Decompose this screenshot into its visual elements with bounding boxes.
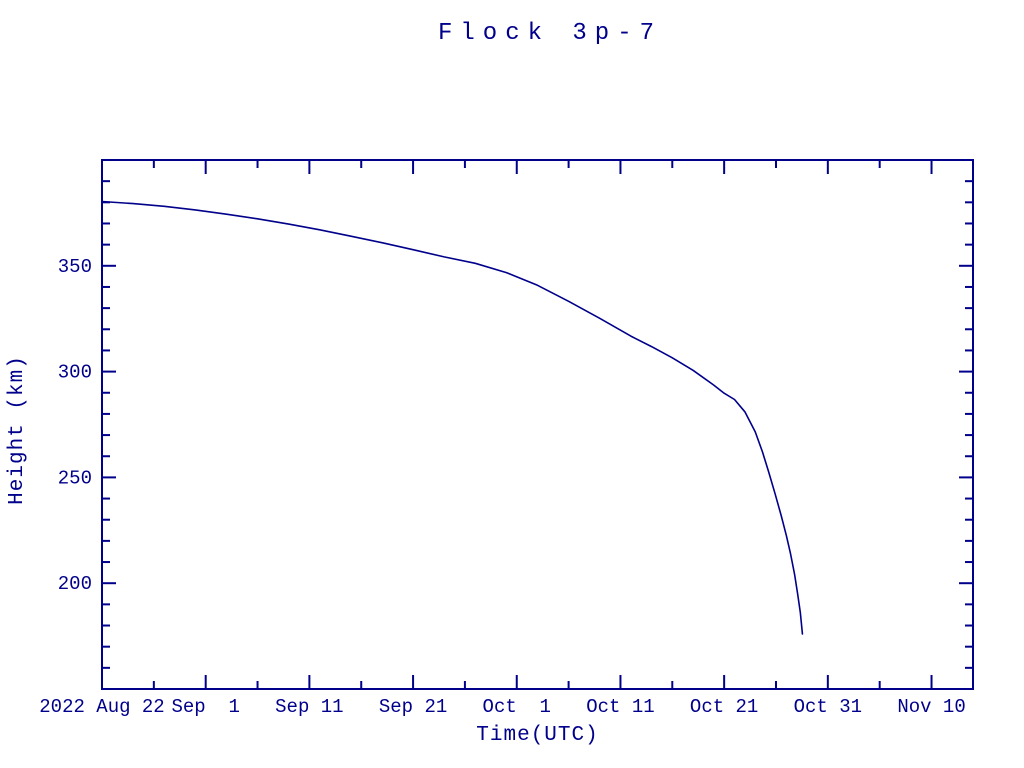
x-tick-label-0: 2022 Aug 22 <box>39 696 164 718</box>
y-tick-label-2: 250 <box>58 467 92 489</box>
y-tick-label-0: 350 <box>58 256 92 278</box>
plot-frame <box>101 159 974 690</box>
y-axis-title: Height (km) <box>6 355 29 505</box>
x-tick-label-7: Oct 31 <box>794 696 862 718</box>
x-tick-label-4: Oct 1 <box>483 696 551 718</box>
x-axis-title: Time(UTC) <box>476 724 598 747</box>
chart-title: Flock 3p-7 <box>438 20 662 47</box>
x-tick-label-5: Oct 11 <box>586 696 654 718</box>
y-tick-label-3: 200 <box>58 573 92 595</box>
x-tick-label-3: Sep 21 <box>379 696 447 718</box>
height-decay-curve <box>101 200 804 635</box>
x-tick-label-6: Oct 21 <box>690 696 758 718</box>
y-tick-label-1: 300 <box>58 362 92 384</box>
x-tick-label-2: Sep 11 <box>275 696 343 718</box>
x-tick-label-1: Sep 1 <box>171 696 239 718</box>
x-tick-label-8: Nov 10 <box>897 696 965 718</box>
